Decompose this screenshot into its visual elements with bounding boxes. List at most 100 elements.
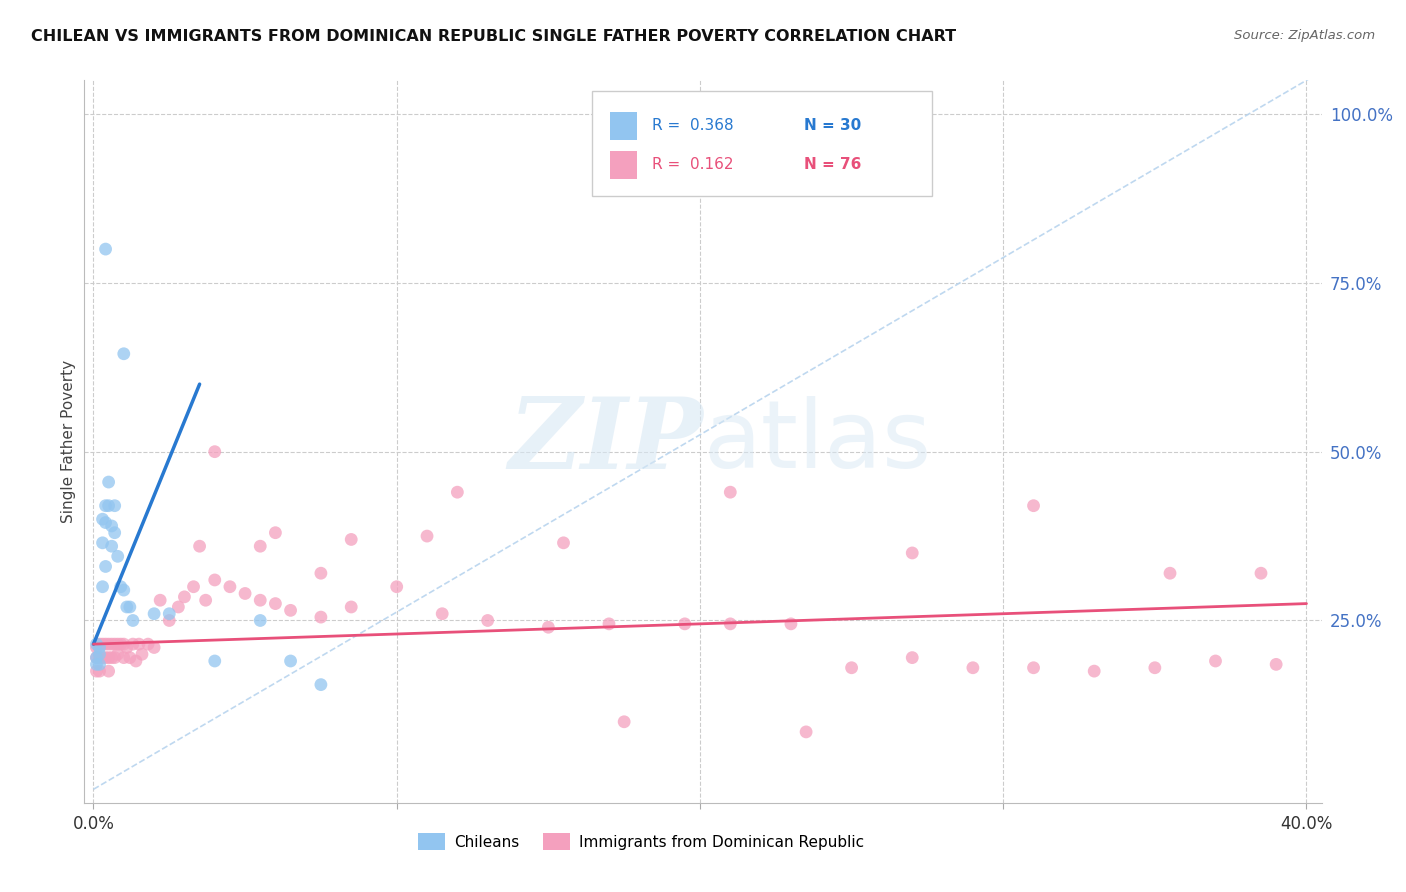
Point [718, 616, 741, 631]
Point [264, 525, 287, 540]
Point [122, 637, 145, 651]
Point [1022, 661, 1045, 675]
Point [89, 647, 111, 661]
Point [86, 657, 108, 672]
Point [89, 640, 111, 655]
Point [86, 637, 108, 651]
Point [86, 650, 108, 665]
Point [309, 678, 332, 692]
Point [280, 603, 302, 617]
Point [100, 539, 122, 553]
Point [901, 650, 924, 665]
Point [94, 242, 117, 256]
Point [89, 637, 111, 651]
Point [107, 637, 129, 651]
Point [233, 586, 256, 600]
Point [115, 599, 138, 614]
Text: Source: ZipAtlas.com: Source: ZipAtlas.com [1234, 29, 1375, 42]
Point [91, 536, 114, 550]
Point [97, 637, 120, 651]
Point [94, 499, 117, 513]
Point [128, 637, 150, 651]
Point [112, 583, 135, 598]
Point [91, 637, 114, 651]
Point [149, 593, 172, 607]
Point [204, 444, 226, 458]
Point [91, 512, 114, 526]
Point [183, 580, 205, 594]
Point [118, 599, 141, 614]
Point [249, 539, 271, 553]
Text: atlas: atlas [703, 395, 931, 488]
Point [1265, 657, 1288, 672]
Point [97, 475, 120, 489]
Point [112, 637, 135, 651]
Point [89, 657, 111, 672]
Point [97, 664, 120, 678]
Point [94, 559, 117, 574]
Point [104, 637, 127, 651]
Text: CHILEAN VS IMMIGRANTS FROM DOMINICAN REPUBLIC SINGLE FATHER POVERTY CORRELATION : CHILEAN VS IMMIGRANTS FROM DOMINICAN REP… [31, 29, 956, 44]
Point [94, 516, 117, 530]
Point [309, 566, 332, 581]
Point [100, 637, 122, 651]
Point [340, 533, 363, 547]
Point [89, 650, 111, 665]
Point [110, 580, 132, 594]
Point [537, 620, 560, 634]
Point [1143, 661, 1166, 675]
Point [309, 610, 332, 624]
Point [104, 650, 127, 665]
Point [94, 637, 117, 651]
Point [86, 650, 108, 665]
Point [94, 650, 117, 665]
Point [841, 661, 863, 675]
FancyBboxPatch shape [592, 91, 932, 196]
Point [204, 573, 226, 587]
Point [104, 525, 127, 540]
Point [110, 637, 132, 651]
Point [100, 519, 122, 533]
Point [118, 650, 141, 665]
Point [794, 725, 817, 739]
Point [204, 654, 226, 668]
Point [432, 607, 454, 621]
Point [86, 640, 108, 655]
Point [385, 580, 408, 594]
Point [249, 614, 271, 628]
Point [1022, 499, 1045, 513]
Point [340, 599, 363, 614]
Text: N = 76: N = 76 [804, 158, 862, 172]
Point [1159, 566, 1181, 581]
Point [107, 647, 129, 661]
Point [249, 593, 271, 607]
Point [280, 654, 302, 668]
Point [188, 539, 211, 553]
Point [901, 546, 924, 560]
Point [157, 607, 180, 621]
FancyBboxPatch shape [610, 112, 637, 140]
Point [107, 549, 129, 564]
Point [194, 593, 217, 607]
Point [157, 614, 180, 628]
Point [100, 650, 122, 665]
Point [167, 599, 190, 614]
Point [613, 714, 636, 729]
Point [143, 607, 166, 621]
Text: R =  0.162: R = 0.162 [652, 158, 734, 172]
Y-axis label: Single Father Poverty: Single Father Poverty [60, 360, 76, 523]
Point [104, 499, 127, 513]
Point [86, 664, 108, 678]
Point [131, 647, 153, 661]
Point [718, 485, 741, 500]
Point [477, 614, 499, 628]
Point [91, 580, 114, 594]
Point [598, 616, 620, 631]
Text: N = 30: N = 30 [804, 119, 862, 134]
Point [97, 650, 120, 665]
Point [143, 640, 166, 655]
Text: ZIP: ZIP [508, 393, 703, 490]
Point [673, 616, 696, 631]
Point [136, 637, 159, 651]
Point [219, 580, 242, 594]
